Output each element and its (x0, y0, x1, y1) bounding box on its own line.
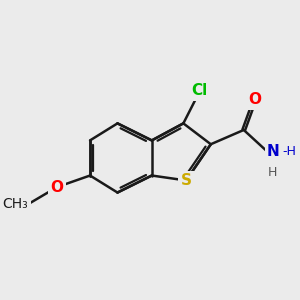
Text: O: O (248, 92, 261, 107)
Text: -H: -H (282, 145, 296, 158)
Text: S: S (181, 173, 192, 188)
Text: H: H (268, 167, 277, 179)
Text: N: N (267, 144, 280, 159)
Text: Cl: Cl (192, 83, 208, 98)
Text: CH₃: CH₃ (2, 197, 28, 211)
Text: O: O (51, 180, 64, 195)
